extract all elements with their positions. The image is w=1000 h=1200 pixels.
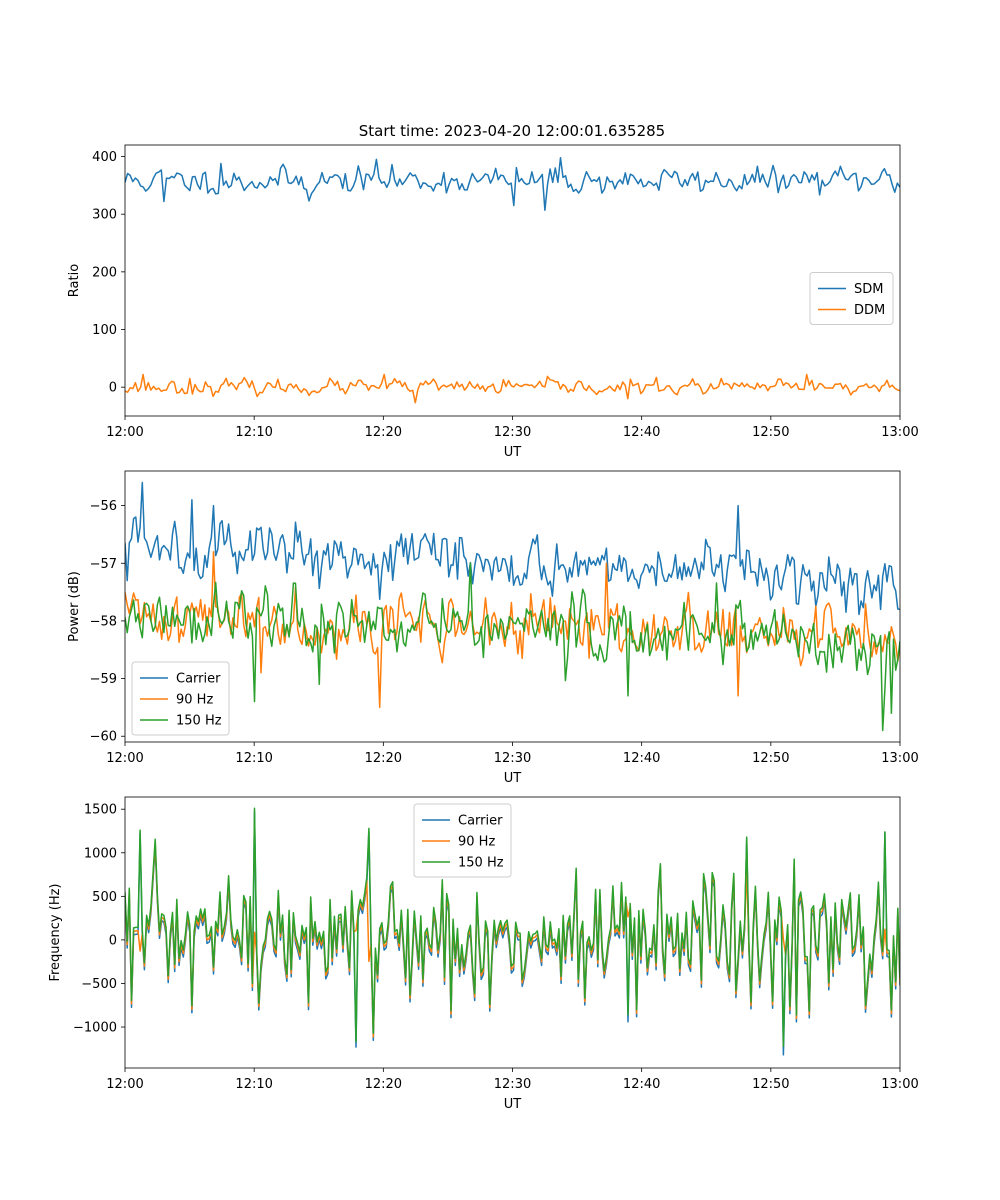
x-tick-label: 12:40	[623, 751, 660, 766]
figure-title: Start time: 2023-04-20 12:00:01.635285	[359, 122, 665, 140]
x-tick-label: 12:50	[752, 425, 789, 440]
series-group	[125, 807, 900, 1056]
x-tick-label: 12:20	[365, 751, 402, 766]
legend-label: 150 Hz	[176, 714, 222, 729]
legend-label: DDM	[854, 303, 885, 318]
y-tick-label: −58	[90, 614, 117, 629]
series-line-90-hz	[125, 550, 900, 709]
legend-box	[131, 661, 230, 736]
x-axis-label: UT	[504, 445, 522, 460]
series-line-ddm	[125, 373, 900, 404]
x-tick-label: 12:00	[106, 425, 143, 440]
x-tick-label: 12:10	[235, 1077, 272, 1092]
axes-frame	[124, 144, 901, 417]
x-tick-label: 12:40	[623, 1077, 660, 1092]
y-tick-label: −59	[90, 672, 117, 687]
x-tick-label: 12:20	[365, 425, 402, 440]
chart-panel-3: 12:00 12:10 12:20 12:30 12:40 12:50 13:00 −1000…	[48, 796, 919, 1112]
chart-panel-2: 12:00 12:10 12:20 12:30 12:40 12:50 13:00 −60 −5…	[67, 470, 919, 786]
y-tick-label: 400	[92, 150, 117, 165]
legend-label: Carrier	[176, 672, 221, 687]
legend-label: SDM	[854, 282, 883, 297]
x-axis-label: UT	[504, 771, 522, 786]
legend-box	[413, 803, 512, 878]
legend-box	[809, 272, 894, 325]
x-tick-label: 12:50	[752, 751, 789, 766]
series-line-150-hz	[125, 562, 900, 732]
y-tick-label: 1500	[84, 803, 117, 818]
y-tick-label: −57	[90, 557, 117, 572]
legend-label: 150 Hz	[458, 856, 504, 871]
y-tick-label: −60	[90, 730, 117, 745]
series-group	[125, 156, 900, 404]
y-tick-label: 200	[92, 265, 117, 280]
legend: Carrier 90 Hz 150 Hz	[413, 803, 512, 878]
y-tick-label: 500	[92, 890, 117, 905]
y-tick-label: −1000	[73, 1021, 117, 1036]
y-tick-label: −500	[81, 977, 117, 992]
x-tick-label: 13:00	[881, 1077, 918, 1092]
x-tick-label: 12:10	[235, 751, 272, 766]
y-tick-label: −56	[90, 499, 117, 514]
x-tick-label: 12:10	[235, 425, 272, 440]
series-group	[125, 481, 900, 732]
y-tick-label: 1000	[84, 846, 117, 861]
x-tick-label: 12:50	[752, 1077, 789, 1092]
y-axis-label: Frequency (Hz)	[48, 883, 63, 981]
x-tick-label: 12:30	[494, 425, 531, 440]
y-axis-label: Power (dB)	[67, 571, 82, 642]
x-tick-label: 12:00	[106, 751, 143, 766]
legend-label: Carrier	[458, 814, 503, 829]
y-tick-label: 100	[92, 323, 117, 338]
series-line-carrier	[125, 481, 900, 616]
x-axis-label: UT	[504, 1097, 522, 1112]
y-tick-label: 0	[109, 933, 117, 948]
legend: Carrier 90 Hz 150 Hz	[131, 661, 230, 736]
y-tick-label: 300	[92, 208, 117, 223]
x-tick-label: 12:30	[494, 1077, 531, 1092]
axes-frame	[124, 470, 901, 743]
legend-label: 90 Hz	[176, 693, 213, 708]
x-tick-label: 12:20	[365, 1077, 402, 1092]
x-tick-label: 13:00	[881, 425, 918, 440]
series-line-sdm	[125, 156, 900, 211]
x-tick-label: 12:40	[623, 425, 660, 440]
legend: SDM DDM	[809, 272, 894, 325]
legend-label: 90 Hz	[458, 835, 495, 850]
x-tick-label: 13:00	[881, 751, 918, 766]
x-tick-label: 12:00	[106, 1077, 143, 1092]
y-tick-label: 0	[109, 381, 117, 396]
series-line-150-hz	[125, 807, 900, 1047]
y-axis-label: Ratio	[67, 264, 82, 297]
chart-panel-1: 12:00 12:10 12:20 12:30 12:40 12:50 13:00 0 100 2…	[67, 144, 919, 460]
x-tick-label: 12:30	[494, 751, 531, 766]
